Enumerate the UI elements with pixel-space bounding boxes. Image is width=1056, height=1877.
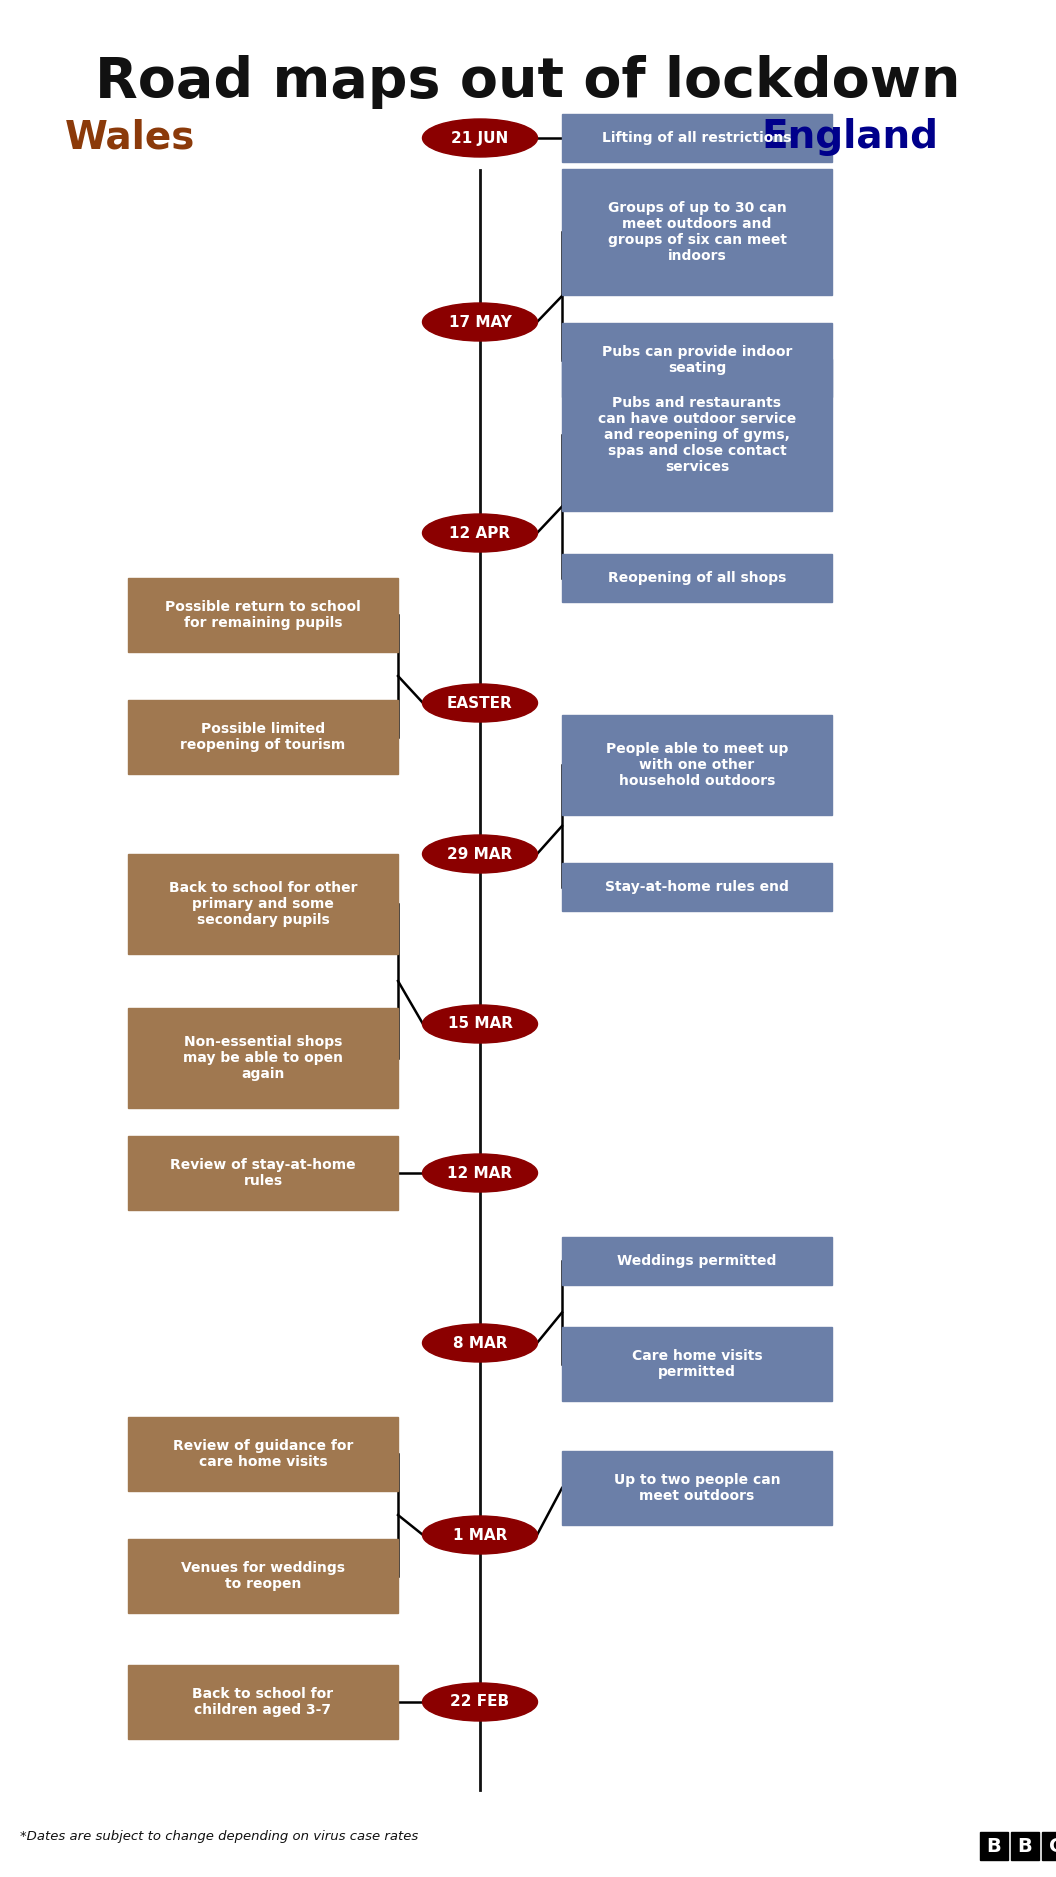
Text: Care home visits
permitted: Care home visits permitted [631,1350,762,1380]
Ellipse shape [422,1154,538,1192]
Text: Wales: Wales [64,118,195,156]
Text: 29 MAR: 29 MAR [448,847,512,862]
Ellipse shape [422,1004,538,1044]
Text: Lifting of all restrictions: Lifting of all restrictions [602,131,792,145]
Text: Up to two people can
meet outdoors: Up to two people can meet outdoors [614,1473,780,1503]
FancyBboxPatch shape [562,169,832,295]
FancyBboxPatch shape [562,359,832,511]
Text: 12 MAR: 12 MAR [448,1166,512,1181]
Ellipse shape [422,514,538,552]
FancyBboxPatch shape [128,1136,398,1211]
Text: Weddings permitted: Weddings permitted [618,1254,776,1269]
FancyBboxPatch shape [128,1665,398,1738]
FancyBboxPatch shape [128,700,398,773]
Text: Road maps out of lockdown: Road maps out of lockdown [95,54,961,109]
FancyBboxPatch shape [562,863,832,910]
Text: Pubs and restaurants
can have outdoor service
and reopening of gyms,
spas and cl: Pubs and restaurants can have outdoor se… [598,396,796,475]
Text: England: England [761,118,939,156]
FancyBboxPatch shape [128,1417,398,1490]
Ellipse shape [422,302,538,342]
Text: Venues for weddings
to reopen: Venues for weddings to reopen [181,1562,345,1592]
FancyBboxPatch shape [128,1539,398,1612]
FancyBboxPatch shape [128,578,398,651]
Ellipse shape [422,835,538,873]
FancyBboxPatch shape [980,1832,1008,1860]
FancyBboxPatch shape [562,323,832,398]
Text: EASTER: EASTER [447,696,513,711]
Text: Possible return to school
for remaining pupils: Possible return to school for remaining … [165,601,361,631]
FancyBboxPatch shape [1011,1832,1039,1860]
Text: C: C [1049,1836,1056,1856]
Text: Review of stay-at-home
rules: Review of stay-at-home rules [170,1158,356,1188]
FancyBboxPatch shape [562,554,832,603]
Text: Non-essential shops
may be able to open
again: Non-essential shops may be able to open … [183,1034,343,1081]
Ellipse shape [422,118,538,158]
Text: B: B [986,1836,1001,1856]
Text: Reopening of all shops: Reopening of all shops [608,571,786,586]
Text: 15 MAR: 15 MAR [448,1017,512,1032]
FancyBboxPatch shape [562,1451,832,1524]
Text: Pubs can provide indoor
seating: Pubs can provide indoor seating [602,345,792,375]
Text: Stay-at-home rules end: Stay-at-home rules end [605,880,789,893]
FancyBboxPatch shape [562,1327,832,1400]
FancyBboxPatch shape [1042,1832,1056,1860]
Text: 17 MAY: 17 MAY [449,315,511,330]
Text: Back to school for
children aged 3-7: Back to school for children aged 3-7 [192,1687,334,1717]
Text: 8 MAR: 8 MAR [453,1336,507,1350]
FancyBboxPatch shape [562,715,832,815]
Text: Review of guidance for
care home visits: Review of guidance for care home visits [173,1440,353,1470]
FancyBboxPatch shape [128,1008,398,1107]
Text: 12 APR: 12 APR [450,526,510,541]
Ellipse shape [422,683,538,723]
Text: People able to meet up
with one other
household outdoors: People able to meet up with one other ho… [606,741,788,788]
Text: 21 JUN: 21 JUN [451,131,509,146]
Ellipse shape [422,1684,538,1721]
FancyBboxPatch shape [562,114,832,161]
Text: Possible limited
reopening of tourism: Possible limited reopening of tourism [181,723,345,753]
Text: Groups of up to 30 can
meet outdoors and
groups of six can meet
indoors: Groups of up to 30 can meet outdoors and… [607,201,787,263]
Text: 22 FEB: 22 FEB [451,1695,510,1710]
FancyBboxPatch shape [128,854,398,954]
Text: *Dates are subject to change depending on virus case rates: *Dates are subject to change depending o… [20,1830,418,1843]
Ellipse shape [422,1323,538,1363]
Ellipse shape [422,1517,538,1554]
Text: Back to school for other
primary and some
secondary pupils: Back to school for other primary and som… [169,880,357,927]
FancyBboxPatch shape [562,1237,832,1286]
Text: 1 MAR: 1 MAR [453,1528,507,1543]
Text: B: B [1018,1836,1033,1856]
